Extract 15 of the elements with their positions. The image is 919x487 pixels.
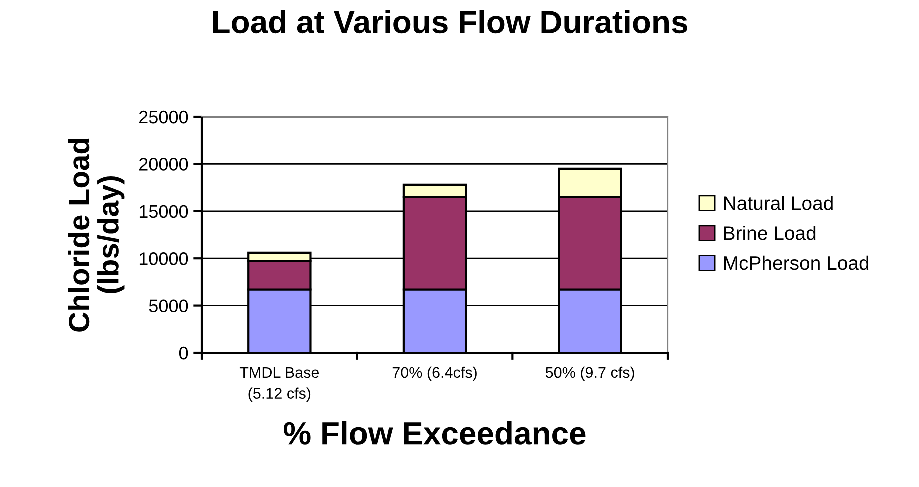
chart-title: Load at Various Flow Durations	[213, 10, 688, 34]
y-tick-label: 20000	[140, 158, 188, 171]
legend-label: McPherson Load	[724, 256, 869, 270]
y-tick-label: 15000	[140, 205, 188, 218]
y-axis-title: Chloride Load (lbs/day)	[68, 138, 125, 332]
y-tick-label: 25000	[140, 110, 188, 124]
x-tick-label: TMDL Base (5.12 cfs)	[240, 367, 320, 402]
x-axis-title: % Flow Exceedance	[284, 421, 586, 445]
x-tick-label: 50% (9.7 cfs)	[546, 366, 634, 382]
y-tick-label: 10000	[140, 252, 188, 266]
y-tick-label: 0	[179, 346, 188, 360]
legend-label: Brine Load	[724, 226, 816, 240]
x-tick-label: 70% (6.4cfs)	[392, 366, 477, 382]
y-tick-label: 5000	[149, 300, 188, 313]
legend-label: Natural Load	[724, 196, 833, 210]
